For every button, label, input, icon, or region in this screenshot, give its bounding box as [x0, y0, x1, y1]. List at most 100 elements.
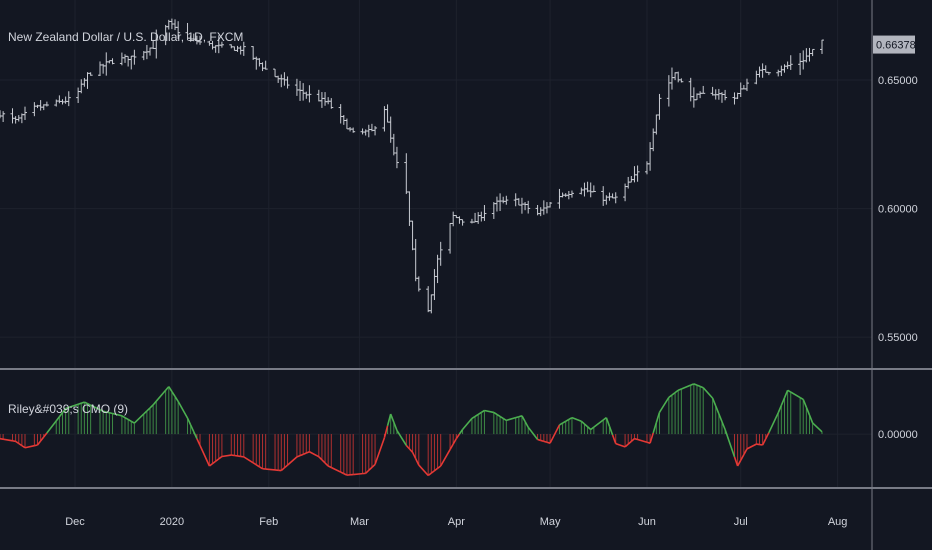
histogram-outline-segment: [740, 454, 745, 461]
ohlc-bar: [701, 85, 706, 94]
histogram-outline-segment: [386, 413, 392, 427]
histogram-outline-segment: [340, 471, 345, 475]
histogram-outline-segment: [174, 396, 179, 402]
histogram-outline-segment: [515, 415, 520, 419]
histogram-outline-segment: [383, 425, 389, 438]
price-tick-label: 0.60000: [878, 204, 918, 216]
histogram-outline-segment: [155, 389, 167, 402]
histogram-outline-segment: [693, 383, 698, 386]
histogram-outline-segment: [477, 411, 482, 416]
histogram-outline-segment: [149, 404, 154, 409]
histogram-outline-segment: [699, 385, 704, 389]
ohlc-bar: [723, 89, 728, 101]
histogram-outline-segment: [696, 384, 701, 388]
symbol-title[interactable]: New Zealand Dollar / U.S. Dollar, 1D, FX…: [8, 30, 243, 44]
histogram-outline-segment: [353, 472, 363, 476]
histogram-outline-segment: [484, 409, 494, 414]
time-tick-label: May: [540, 516, 561, 528]
histogram-outline-segment: [133, 413, 145, 424]
histogram-outline-segment: [646, 441, 651, 444]
histogram-outline-segment: [524, 421, 529, 428]
histogram-outline-segment: [540, 439, 545, 443]
histogram-outline-segment: [414, 458, 420, 466]
histogram-outline-segment: [768, 412, 779, 434]
histogram-outline-segment: [405, 444, 411, 450]
histogram-outline-segment: [215, 458, 220, 462]
histogram-outline-segment: [480, 409, 485, 414]
histogram-outline-segment: [562, 420, 567, 424]
histogram-outline-segment: [143, 410, 148, 415]
histogram-outline-segment: [305, 451, 310, 454]
ohlc-bar: [635, 165, 640, 182]
histogram-outline-segment: [393, 421, 398, 431]
ohlc-bar: [744, 78, 749, 92]
histogram-outline-segment: [593, 419, 604, 428]
histogram-outline-segment: [87, 402, 91, 406]
histogram-outline-segment: [168, 386, 173, 392]
histogram-outline-segment: [121, 415, 126, 419]
histogram-outline-segment: [690, 383, 695, 386]
histogram-outline-segment: [68, 403, 79, 409]
ohlc-bar: [460, 219, 465, 226]
histogram-outline-segment: [608, 426, 614, 436]
indicator-label[interactable]: Riley&#039;s CMO (9): [8, 402, 128, 416]
time-tick-label: Apr: [448, 516, 465, 528]
histogram-outline-segment: [36, 440, 42, 446]
histogram-outline-segment: [0, 437, 4, 440]
ohlc-bar: [1, 111, 6, 122]
histogram-outline-segment: [655, 412, 661, 423]
histogram-outline-segment: [218, 455, 223, 460]
histogram-outline-segment: [527, 426, 539, 441]
histogram-outline-segment: [208, 462, 214, 467]
ohlc-bar: [307, 85, 312, 103]
histogram-outline-segment: [243, 456, 254, 464]
histogram-outline-segment: [177, 400, 189, 419]
histogram-outline-segment: [518, 415, 523, 418]
ohlc-bar: [329, 98, 334, 109]
histogram-outline-segment: [702, 387, 714, 399]
ohlc-bar: [23, 106, 28, 120]
histogram-outline-segment: [34, 444, 38, 447]
ohlc-bar: [416, 276, 421, 292]
histogram-outline-segment: [746, 443, 757, 450]
price-tick-label: 0.55000: [878, 332, 918, 344]
histogram-outline-segment: [439, 449, 451, 467]
ohlc-bar: [482, 205, 487, 221]
histogram-outline-segment: [543, 440, 548, 444]
histogram-outline-segment: [627, 440, 632, 445]
histogram-outline-segment: [787, 389, 792, 393]
histogram-outline-segment: [283, 464, 289, 469]
histogram-outline-segment: [368, 466, 373, 471]
histogram-outline-segment: [39, 436, 45, 442]
histogram-outline-segment: [365, 469, 370, 474]
histogram-outline-segment: [506, 416, 516, 422]
ohlc-bar: [438, 241, 443, 266]
ohlc-bar: [569, 190, 574, 198]
histogram-outline-segment: [493, 411, 498, 416]
histogram-outline-segment: [280, 467, 285, 472]
histogram-outline-segment: [330, 466, 342, 473]
histogram-outline-segment: [411, 451, 417, 460]
ohlc-bar: [219, 41, 224, 48]
histogram-outline-segment: [461, 417, 473, 431]
histogram-outline-segment: [649, 432, 654, 444]
histogram-outline-segment: [559, 422, 563, 426]
histogram-outline-segment: [455, 433, 461, 440]
price-tick-label: 0.65000: [878, 75, 918, 87]
histogram-outline-segment: [537, 438, 541, 442]
histogram-outline-segment: [724, 429, 736, 458]
histogram-outline-segment: [615, 442, 626, 448]
histogram-outline-segment: [652, 422, 658, 434]
histogram-outline-segment: [427, 472, 432, 477]
ohlc-bar: [394, 146, 399, 169]
histogram-outline-segment: [343, 472, 348, 476]
histogram-outline-segment: [452, 438, 458, 445]
time-tick-label: 2020: [160, 516, 184, 528]
ohlc-bar: [88, 72, 93, 76]
ohlc-bar: [110, 58, 115, 65]
histogram-outline-segment: [321, 459, 326, 464]
histogram-outline-segment: [711, 397, 717, 407]
